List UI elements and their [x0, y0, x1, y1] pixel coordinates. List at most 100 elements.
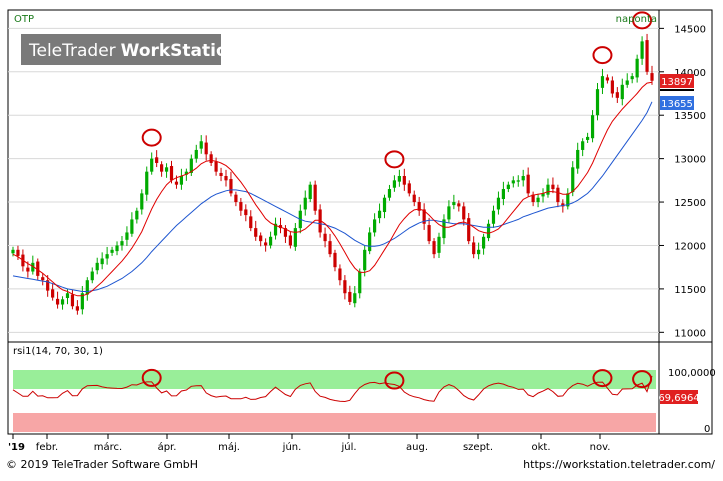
candle-body: [46, 280, 50, 291]
x-tick-label: ápr.: [158, 441, 177, 453]
candle-body: [595, 89, 600, 116]
candle-body: [521, 176, 525, 181]
candle-body: [368, 232, 372, 252]
candle-body: [199, 141, 203, 149]
candle-body: [140, 193, 144, 210]
candle-body: [288, 235, 292, 246]
candle-body: [531, 194, 535, 203]
rsi-highlight-circles: [141, 368, 653, 390]
highlight-circle: [592, 46, 613, 65]
candle-body: [26, 267, 30, 272]
ma-long-line: [12, 101, 653, 292]
candle-body: [95, 262, 99, 271]
rsi-value-badge: [660, 390, 698, 404]
oversold-zone: [13, 413, 656, 432]
candle-body: [80, 293, 84, 310]
candle-body: [630, 76, 634, 80]
candle-body: [328, 241, 332, 255]
candle-body: [125, 232, 129, 240]
y-tick-label: 13500: [674, 111, 706, 122]
candle-body: [60, 299, 65, 305]
candle-body: [457, 203, 461, 207]
candle-body: [179, 176, 184, 185]
x-tick-label: szept.: [463, 442, 493, 453]
candle-body: [551, 184, 555, 190]
candle-body: [561, 203, 565, 207]
candle-body: [70, 294, 75, 307]
candle-body: [516, 180, 520, 182]
candle-body: [338, 268, 342, 281]
candle-body: [635, 58, 639, 78]
y-tick-label: 12000: [674, 241, 706, 252]
candle-body: [174, 181, 179, 185]
candle-body: [496, 197, 501, 210]
candle-body: [150, 158, 154, 172]
candle-body: [486, 223, 491, 239]
x-tick-label: nov.: [590, 442, 611, 453]
candle-body: [229, 179, 233, 194]
candle-body: [130, 219, 134, 234]
candle-body: [452, 202, 456, 206]
candle-body: [477, 249, 481, 255]
x-tick-label: márc.: [94, 441, 122, 453]
candle-body: [105, 254, 109, 259]
candle-body: [115, 245, 119, 252]
candle-body: [85, 280, 89, 295]
x-axis: '19 febr. márc. ápr. máj. jún. júl. aug. szept. o…: [8, 434, 610, 453]
highlight-circle: [141, 128, 162, 147]
x-tick-label: máj.: [218, 441, 240, 453]
rsi-tick-0: 0: [704, 424, 710, 435]
candle-body: [645, 40, 649, 72]
y-tick-label: 14500: [674, 24, 706, 35]
candle-body: [303, 197, 307, 210]
candle-body: [214, 161, 218, 172]
candle-body: [155, 157, 159, 163]
candle-body: [640, 41, 644, 59]
candle-body: [600, 76, 605, 88]
ma-short-line: [12, 81, 653, 297]
candle-body: [209, 154, 213, 163]
x-tick-label: '19: [8, 442, 25, 453]
highlight-circle: [141, 368, 162, 387]
y-tick-label: 12500: [674, 198, 706, 209]
candle-body: [586, 136, 590, 140]
candle-body: [36, 261, 40, 276]
candle-body: [234, 194, 238, 203]
candle-body: [283, 228, 288, 237]
candle-body: [506, 184, 510, 190]
candle-body: [264, 242, 268, 246]
candle-body: [536, 197, 540, 203]
candle-body: [189, 158, 193, 173]
candle-body: [526, 174, 530, 194]
candle-body: [318, 209, 322, 233]
candlestick-series: [11, 33, 654, 315]
x-tick-label: aug.: [406, 442, 428, 453]
candle-body: [353, 293, 357, 304]
y-tick-label: 11500: [674, 285, 706, 296]
candle-body: [145, 171, 149, 195]
candle-body: [387, 189, 392, 198]
candle-body: [556, 187, 560, 203]
highlight-circle: [384, 150, 405, 169]
candle-body: [511, 180, 515, 184]
candle-body: [293, 228, 297, 247]
last-price-badge: [660, 74, 694, 88]
candle-body: [397, 176, 401, 182]
period-label: naponta: [616, 14, 657, 25]
candle-body: [16, 249, 20, 256]
brand-badge: [21, 34, 221, 65]
candle-body: [432, 241, 436, 255]
candle-body: [259, 235, 263, 242]
candle-body: [437, 236, 441, 253]
candle-body: [348, 291, 352, 302]
candle-body: [51, 289, 55, 298]
candle-body: [417, 202, 421, 211]
copyright-text: © 2019 TeleTrader Software GmbH: [6, 458, 199, 471]
candle-body: [244, 209, 248, 216]
candle-body: [11, 249, 15, 254]
y-tick-label: 11000: [674, 328, 706, 339]
candle-body: [278, 225, 283, 229]
candle-body: [590, 115, 595, 139]
candle-body: [605, 77, 610, 81]
candle-body: [650, 73, 654, 81]
